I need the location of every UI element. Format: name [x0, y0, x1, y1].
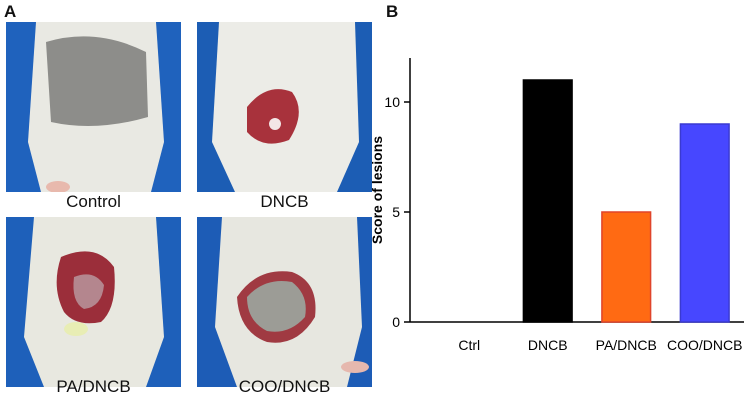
photo-dncb: [197, 22, 372, 192]
bar-coo-dncb: [679, 123, 730, 323]
y-tick-label: 0: [392, 314, 400, 330]
photo-control: [6, 22, 181, 192]
y-tick-label: 5: [392, 204, 400, 220]
photo-coo-dncb: [197, 217, 372, 387]
y-tick-label: 10: [384, 94, 400, 110]
y-axis-label: Score of lesions: [370, 136, 385, 244]
lesion-score-chart: 0 5 10 Score of lesions Ctrl DNCB PA/DNCB COO/D…: [370, 58, 744, 353]
x-tick-label: DNCB: [528, 337, 568, 353]
bar-dncb: [522, 79, 573, 323]
panel-b-label: B: [386, 2, 399, 21]
chart-bars: [522, 79, 730, 323]
x-tick-label: COO/DNCB: [667, 337, 742, 353]
caption-pa-dncb: PA/DNCB: [56, 377, 131, 396]
caption-control: Control: [66, 192, 121, 211]
chart-labels: 0 5 10 Score of lesions Ctrl DNCB PA/DNCB COO/D…: [370, 94, 742, 353]
photo-pa-dncb: [6, 217, 181, 387]
x-tick-label: PA/DNCB: [596, 337, 657, 353]
caption-dncb: DNCB: [260, 192, 309, 211]
x-tick-label: Ctrl: [458, 337, 480, 353]
caption-coo-dncb: COO/DNCB: [238, 377, 331, 396]
bar-pa-dncb: [601, 211, 652, 323]
panel-a-label: A: [4, 2, 17, 21]
